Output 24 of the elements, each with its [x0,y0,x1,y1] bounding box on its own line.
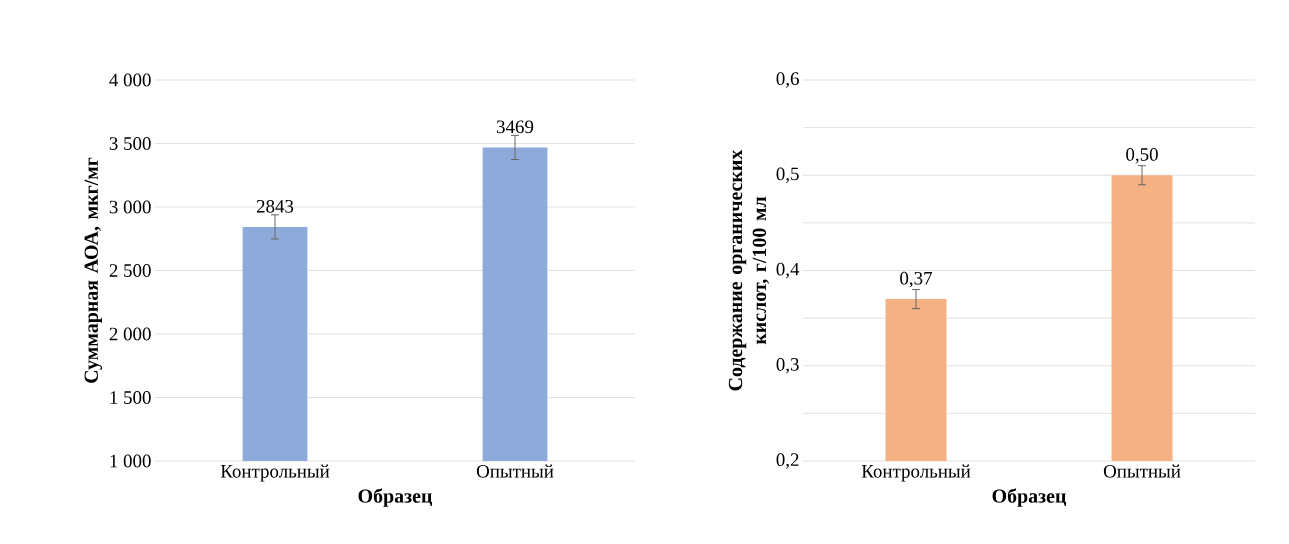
y-axis-title: Содержание органических кислот, г/100 мл [728,149,769,391]
y-tick-label: 0,4 [776,262,800,279]
x-tick-label: Контрольный [220,464,330,482]
x-tick-label: Контрольный [861,464,971,482]
y-tick-label: 0,2 [776,453,799,469]
x-axis-title: Образец [992,488,1067,507]
y-tick-label: 3 500 [109,137,151,150]
y-tick-label: 1 000 [110,454,151,468]
y-tick-label: 3 000 [109,200,151,214]
y-tick-label: 0,5 [776,167,799,183]
y-axis-title: Суммарная АОА, мкг/мг [84,157,103,383]
data-label: 2843 [256,199,294,213]
y-tick-label: 4 000 [109,73,151,87]
y-tick-label: 0,6 [776,72,799,88]
x-tick-label: Опытный [476,464,554,478]
data-label: 0,50 [1126,148,1158,164]
x-axis-title: Образец [358,488,433,507]
y-tick-label: 0,3 [776,358,799,374]
y-tick-label: 1 500 [110,391,151,404]
y-tick-label: 2 000 [109,327,151,341]
data-label: 3469 [496,120,534,134]
x-tick-label: Опытный [1103,464,1181,478]
data-label: 0,37 [900,271,933,288]
y-tick-label: 2 500 [109,264,151,277]
